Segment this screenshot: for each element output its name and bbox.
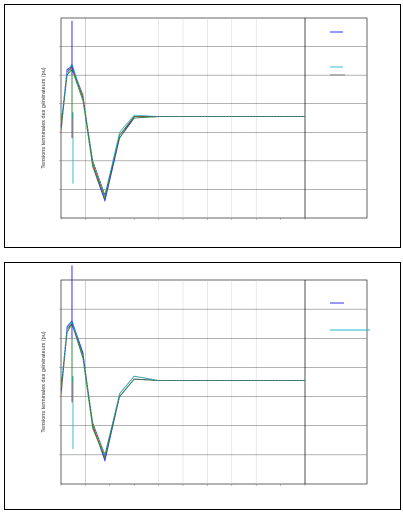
- chart-svg-bottom: Tensions terminales des générateurs (pu): [41, 265, 370, 486]
- chart-panel-bottom: Tensions terminales des générateurs (pu): [4, 262, 401, 510]
- chart-panel-top: Tensions terminales des générateurs (pu): [4, 4, 401, 248]
- plot-frame: [60, 17, 368, 219]
- plot-frame: [60, 279, 368, 485]
- series-line: [60, 65, 305, 197]
- y-axis-label: Tensions terminales des générateurs (pu): [41, 331, 47, 432]
- y-axis-label: Tensions terminales des générateurs (pu): [41, 67, 47, 168]
- series-line: [60, 319, 305, 457]
- chart-svg-top: Tensions terminales des générateurs (pu): [41, 17, 368, 220]
- series-line: [60, 322, 305, 457]
